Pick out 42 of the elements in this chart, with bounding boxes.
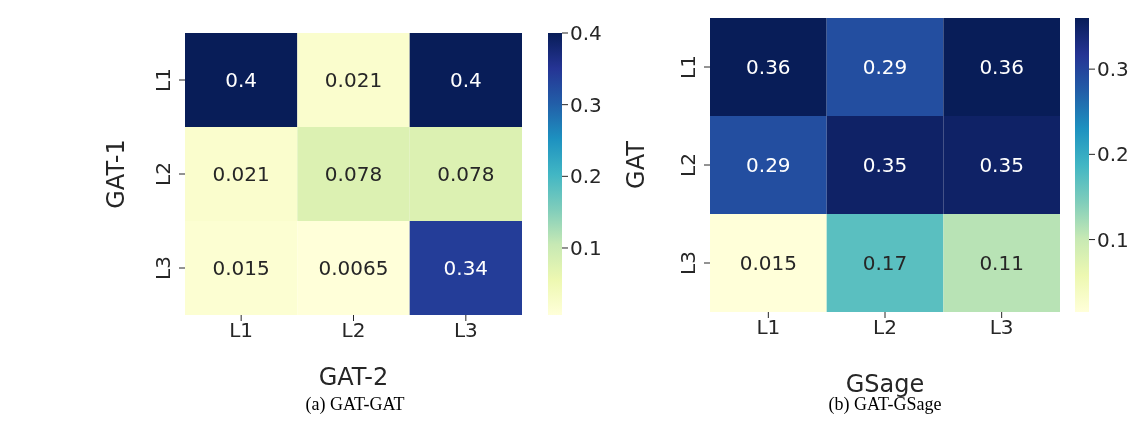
data-label: 0.36 — [979, 55, 1024, 79]
data-label: 0.29 — [862, 55, 908, 79]
color-bar-label: 0.1 — [570, 236, 602, 261]
data-label: 0.015 — [739, 251, 797, 275]
x-tick-label: L2 — [341, 318, 366, 343]
color-bar-label: 0.4 — [570, 21, 602, 46]
data-label: 0.36 — [746, 55, 791, 79]
y-tick-label: L2 — [151, 162, 175, 186]
data-label: 0.078 — [437, 162, 495, 186]
y-tick-label: L2 — [676, 153, 700, 177]
x-tick-label: L1 — [229, 318, 254, 343]
data-label: 0.29 — [746, 153, 791, 177]
y-tick-label: L3 — [151, 256, 175, 280]
data-label: 0.4 — [449, 68, 482, 92]
color-bar-label: 0.2 — [1097, 142, 1129, 167]
color-bar-label: 0.1 — [1097, 227, 1129, 252]
data-label: 0.4 — [225, 68, 258, 92]
data-label: 0.35 — [862, 153, 908, 177]
y-axis-title: GAT — [621, 140, 650, 189]
data-label: 0.11 — [979, 251, 1024, 275]
data-label: 0.021 — [212, 162, 270, 186]
text: (a) GAT-GAT — [304, 394, 406, 415]
x-tick-label: L1 — [756, 315, 781, 340]
color-bar-label: 0.3 — [1097, 57, 1129, 82]
x-tick-label: L3 — [989, 315, 1014, 340]
y-tick-label: L3 — [676, 251, 700, 275]
color-bar-label: 0.3 — [570, 92, 602, 117]
x-tick-label: L2 — [873, 315, 897, 340]
data-label: 0.34 — [443, 256, 489, 280]
data-label: 0.078 — [324, 162, 383, 186]
x-tick-label: L3 — [453, 318, 478, 343]
y-tick-label: L1 — [676, 55, 700, 79]
data-label: 0.35 — [979, 153, 1024, 177]
y-axis-title: GAT-1 — [101, 139, 130, 209]
data-label: 0.0065 — [318, 256, 389, 280]
data-label: 0.015 — [212, 256, 270, 280]
x-axis-title: GSage — [845, 370, 925, 398]
y-tick-label: L1 — [151, 68, 175, 92]
data-label: 0.021 — [324, 68, 383, 92]
data-label: 0.17 — [862, 251, 908, 275]
x-axis-title: GAT-2 — [318, 363, 389, 391]
color-bar-label: 0.2 — [570, 164, 602, 189]
